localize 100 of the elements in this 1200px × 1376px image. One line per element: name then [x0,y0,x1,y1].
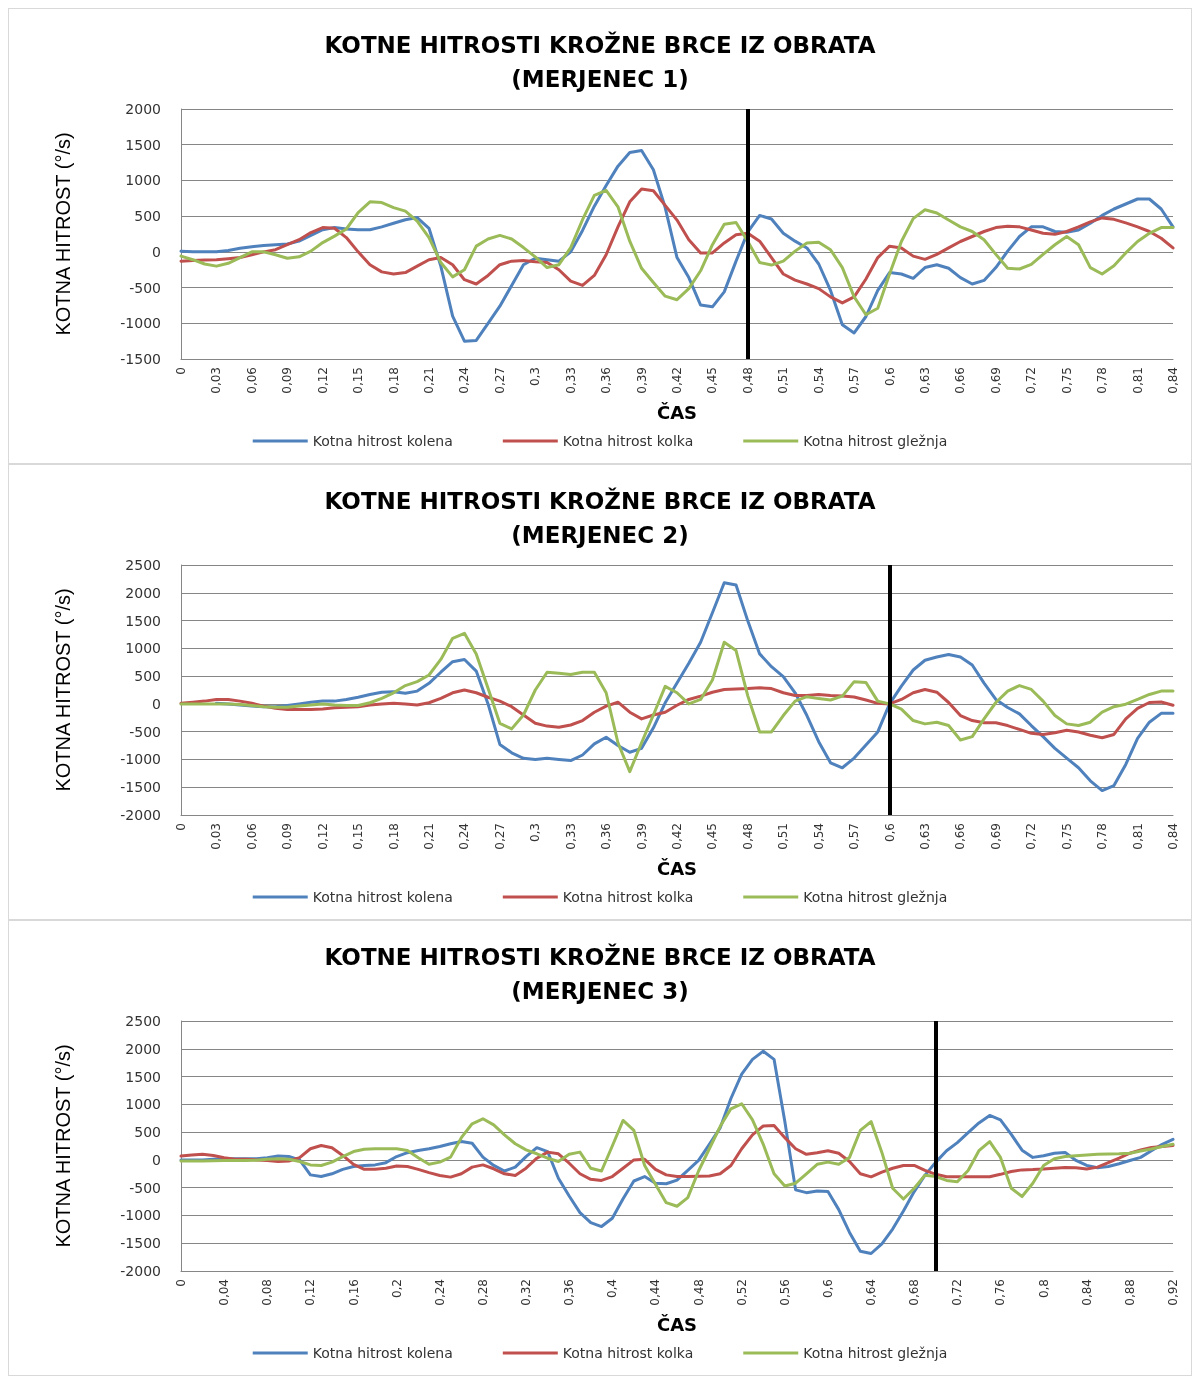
y-tick-label: 2500 [125,557,161,573]
chart-title: KOTNE HITROSTI KROŽNE BRCE IZ OBRATA (MERJENEC 2) [324,487,876,548]
x-tick-label: 0,92 [1166,1279,1180,1306]
line-series [179,631,1175,774]
y-axis-title: KOTNA HITROST (°/s) [52,132,74,336]
y-tick-label: 2000 [125,1040,161,1057]
x-tick-label: 0,09 [280,823,295,850]
x-tick-label: 0,12 [315,367,330,394]
y-tick-label: 1500 [125,612,161,629]
line-series [179,686,1175,740]
x-tick-label: 0,69 [988,367,1003,394]
x-tick-label: 0,42 [670,823,684,850]
x-tick-label: 0,66 [953,367,968,394]
y-tick-label: 0 [152,695,161,712]
line-series [179,148,1175,343]
legend-label: Kotna hitrost gležnja [803,433,948,449]
x-tick-label: 0 [174,1279,188,1287]
x-tick-label: 0 [174,367,188,375]
x-tick-label: 0,48 [691,1279,706,1306]
x-tick-label: 0,57 [847,823,862,850]
y-tick-label: -1000 [120,751,161,768]
x-tick-label: 0,81 [1130,823,1145,850]
line-series [179,1102,1175,1208]
x-tick-label: 0,21 [422,367,436,394]
x-tick-label: 0,09 [280,367,295,394]
x-tick-label: 0,12 [315,823,330,850]
x-tick-label: 0,28 [475,1279,490,1306]
y-tick-label: 500 [134,1124,161,1141]
x-tick-label: 0,06 [244,367,259,394]
y-tick-label: -500 [129,723,161,740]
y-tick-label: 2000 [125,101,161,117]
y-tick-label: 1500 [125,136,161,153]
x-tick-label: 0,48 [740,823,755,850]
x-axis-title: ČAS [656,1313,698,1335]
x-tick-label: 0 [174,823,188,831]
x-tick-label: 0,24 [457,367,472,394]
x-tick-label: 0,42 [670,367,684,394]
x-tick-label: 0,54 [811,367,826,394]
x-tick-label: 0,36 [599,367,614,394]
y-tick-label: 1500 [125,1068,161,1085]
x-tick-label: 0,36 [599,823,614,850]
x-tick-label: 0,64 [864,1279,879,1306]
x-tick-label: 0,52 [734,1279,749,1306]
x-tick-label: 0,54 [811,823,826,850]
x-tick-label: 0,32 [519,1279,534,1306]
x-tick-label: 0,33 [563,823,578,850]
x-tick-label: 0,45 [705,367,720,394]
legend-label: Kotna hitrost kolena [312,889,453,905]
y-tick-label: 500 [134,668,161,685]
x-tick-label: 0,72 [1024,367,1039,394]
x-tick-label: 0,44 [648,1279,663,1306]
legend-label: Kotna hitrost gležnja [803,1345,948,1361]
x-tick-label: 0,6 [882,823,897,843]
x-tick-label: 0,75 [1059,367,1074,394]
x-tick-label: 0,84 [1079,1279,1094,1306]
x-tick-label: 0,27 [492,823,507,850]
x-tick-label: 0,78 [1095,367,1110,394]
x-tick-label: 0,51 [776,823,791,850]
x-tick-label: 0,51 [776,367,791,394]
x-tick-label: 0,15 [351,823,366,850]
x-tick-label: 0,72 [950,1279,965,1306]
x-tick-label: 0,3 [528,367,543,387]
y-tick-label: -1500 [120,1235,161,1252]
y-tick-label: -1500 [120,351,161,367]
y-tick-label: 0 [152,243,161,260]
y-tick-label: 0 [152,1151,161,1168]
chart-title: KOTNE HITROSTI KROŽNE BRCE IZ OBRATA (MERJENEC 3) [324,943,876,1004]
x-tick-label: 0,63 [918,823,932,850]
legend-label: Kotna hitrost kolena [312,1345,453,1361]
x-tick-label: 0,8 [1036,1279,1051,1299]
y-tick-label: -1500 [120,779,161,796]
x-tick-label: 0,6 [820,1279,835,1299]
legend-label: Kotna hitrost kolka [562,433,694,449]
x-tick-label: 0,39 [634,823,649,850]
x-tick-label: 0,78 [1095,823,1110,850]
legend-label: Kotna hitrost kolka [562,1345,694,1361]
x-tick-label: 0,18 [386,367,401,394]
x-tick-label: 0,81 [1130,367,1145,394]
x-tick-label: 0,57 [847,367,862,394]
x-tick-label: 0,75 [1059,823,1074,850]
x-axis-title: ČAS [656,857,698,879]
x-tick-label: 0,21 [422,823,436,850]
x-axis-title: ČAS [656,401,698,423]
x-tick-label: 0,69 [988,823,1003,850]
x-tick-label: 0,24 [457,823,472,850]
y-tick-label: -2000 [120,807,161,823]
y-axis-title: KOTNA HITROST (°/s) [52,588,74,792]
x-tick-label: 0,48 [740,367,755,394]
x-tick-label: 0,66 [953,823,968,850]
y-tick-label: -1000 [120,1207,161,1224]
x-tick-label: 0,56 [777,1279,792,1306]
x-tick-label: 0,63 [918,367,932,394]
x-tick-label: 0,68 [907,1279,922,1306]
y-tick-label: 2000 [125,584,161,601]
x-tick-label: 0,4 [605,1279,620,1299]
x-tick-label: 0,03 [209,367,224,394]
y-tick-label: -1000 [120,315,161,332]
x-tick-label: 0,88 [1122,1279,1137,1306]
x-tick-label: 0,33 [563,367,578,394]
legend-label: Kotna hitrost kolena [312,433,453,449]
